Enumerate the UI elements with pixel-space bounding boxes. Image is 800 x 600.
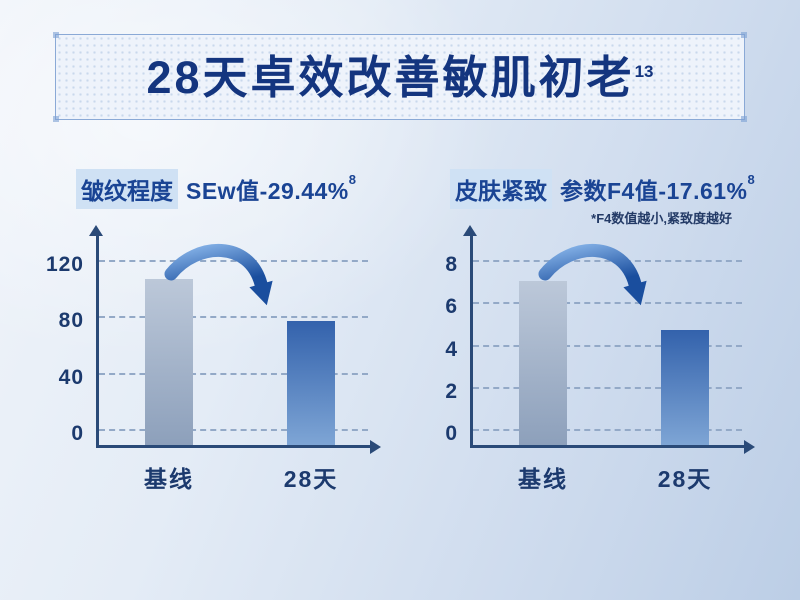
bar-baseline bbox=[519, 281, 567, 445]
header-superscript: 8 bbox=[747, 172, 755, 187]
gridline bbox=[473, 302, 742, 305]
gridline bbox=[473, 260, 742, 262]
gridline bbox=[99, 372, 368, 375]
y-tick-label: 0 bbox=[71, 422, 84, 445]
chart-firmness-header: 皮肤紧致 参数F4值-17.61% 8 bbox=[424, 169, 772, 209]
gridline bbox=[473, 429, 742, 431]
chart-note: *F4数值越小,紧致度越好 bbox=[591, 211, 732, 226]
header-superscript: 8 bbox=[348, 172, 356, 187]
decline-arrow-icon bbox=[538, 244, 647, 306]
bar-28day bbox=[661, 329, 709, 445]
gridline bbox=[99, 260, 368, 262]
plot-wrap: 0 2 4 6 8 bbox=[424, 225, 772, 454]
chart-wrinkle-header: 皱纹程度 SEw值-29.44% 8 bbox=[50, 169, 398, 209]
y-tick-label: 4 bbox=[445, 337, 458, 361]
y-tick-label: 40 bbox=[58, 365, 84, 389]
gridline bbox=[473, 386, 742, 389]
y-tick-label: 0 bbox=[445, 422, 458, 445]
page-title-superscript: 13 bbox=[634, 61, 654, 81]
plot-area bbox=[463, 225, 755, 454]
y-tick-label: 120 bbox=[45, 253, 84, 276]
x-axis-arrow-icon bbox=[744, 440, 755, 454]
page-title-text: 28天卓效改善敏肌初老 bbox=[146, 51, 635, 103]
bar-28day bbox=[287, 321, 335, 445]
plot-wrap: 0 40 80 120 bbox=[46, 225, 398, 454]
header-highlight: 皮肤紧致 bbox=[450, 169, 552, 209]
y-axis-labels: 0 40 80 120 bbox=[46, 236, 96, 448]
y-axis-arrow-icon bbox=[89, 225, 103, 236]
y-tick-label: 6 bbox=[445, 295, 458, 319]
chart-firmness: 皮肤紧致 参数F4值-17.61% 8 *F4数值越小,紧致度越好 0 2 4 6 8 bbox=[424, 169, 772, 492]
corner-mark bbox=[741, 116, 747, 122]
x-label-28day: 28天 bbox=[657, 466, 713, 492]
y-tick-label: 80 bbox=[58, 309, 84, 333]
header-value: 参数F4值-17.61% bbox=[560, 178, 748, 204]
y-tick-label: 8 bbox=[445, 253, 458, 276]
gridline bbox=[473, 344, 742, 347]
x-label-baseline: 基线 bbox=[518, 466, 568, 492]
header-highlight: 皱纹程度 bbox=[76, 169, 178, 209]
y-axis-labels: 0 2 4 6 8 bbox=[424, 236, 470, 448]
x-axis-arrow-icon bbox=[370, 440, 381, 454]
header-value: SEw值-29.44% bbox=[186, 178, 349, 204]
corner-mark bbox=[53, 116, 59, 122]
plot-area bbox=[89, 225, 381, 454]
gridline bbox=[99, 316, 368, 319]
y-tick-label: 2 bbox=[445, 379, 458, 403]
page-title: 28天卓效改善敏肌初老13 bbox=[147, 55, 654, 100]
x-axis-labels: 基线 28天 bbox=[473, 448, 747, 492]
title-banner: 28天卓效改善敏肌初老13 bbox=[53, 32, 747, 122]
corner-mark bbox=[741, 32, 747, 38]
gridline bbox=[99, 429, 368, 431]
chart-wrinkle: 皱纹程度 SEw值-29.44% 8 0 40 80 120 bbox=[46, 169, 398, 492]
bar-baseline bbox=[145, 278, 193, 445]
x-label-baseline: 基线 bbox=[144, 466, 194, 492]
y-axis-arrow-icon bbox=[463, 225, 477, 236]
x-axis-labels: 基线 28天 bbox=[99, 448, 373, 492]
decline-arrow-icon bbox=[164, 244, 273, 306]
x-label-28day: 28天 bbox=[283, 466, 339, 492]
corner-mark bbox=[53, 32, 59, 38]
